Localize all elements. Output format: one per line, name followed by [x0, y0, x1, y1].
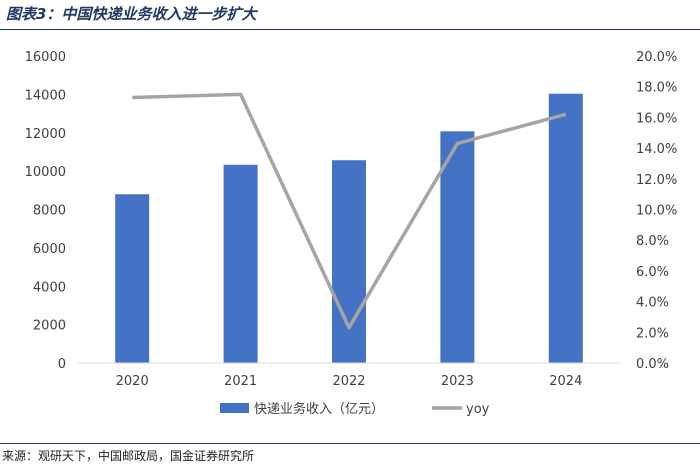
y-right-tick-label: 14.0% [636, 142, 677, 157]
y-right-tick-label: 4.0% [636, 296, 669, 311]
y-left-tick-label: 0 [58, 357, 66, 372]
source-rule [0, 443, 700, 444]
y-right-tick-label: 20.0% [636, 50, 677, 65]
bar-2024 [548, 93, 583, 363]
bar-2020 [115, 194, 150, 363]
y-right-tick-label: 2.0% [636, 326, 669, 341]
y-left-tick-label: 14000 [25, 88, 66, 103]
legend-label-line: yoy [466, 402, 490, 417]
y-left-tick-label: 6000 [33, 242, 66, 257]
x-tick-label: 2020 [116, 374, 149, 389]
bar-2023 [440, 131, 475, 363]
x-tick-label: 2023 [441, 374, 474, 389]
legend-swatch-bar [220, 403, 249, 413]
y-right-tick-label: 16.0% [636, 111, 677, 126]
y-left-tick-label: 12000 [25, 127, 66, 142]
y-right-tick-label: 6.0% [636, 265, 669, 280]
y-left-tick-label: 4000 [33, 280, 66, 295]
bar-2021 [223, 164, 258, 363]
y-left-tick-label: 10000 [25, 165, 66, 180]
y-right-tick-label: 18.0% [636, 81, 677, 96]
source-note: 来源：观研天下，中国邮政局，国金证券研究所 [2, 449, 255, 463]
y-right-tick-label: 12.0% [636, 173, 677, 188]
title-rule [0, 29, 700, 30]
y-right-tick-label: 8.0% [636, 234, 669, 249]
bar-2022 [332, 160, 366, 363]
x-tick-label: 2024 [549, 374, 582, 389]
legend-label-bar: 快递业务收入（亿元） [254, 401, 384, 417]
y-left-tick-label: 16000 [25, 50, 66, 65]
x-tick-label: 2021 [224, 374, 257, 389]
y-right-tick-label: 0.0% [636, 357, 669, 372]
x-tick-label: 2022 [332, 374, 365, 389]
y-left-tick-label: 2000 [33, 319, 66, 334]
y-left-tick-label: 8000 [33, 204, 66, 219]
y-right-tick-label: 10.0% [636, 204, 677, 219]
yoy-line [132, 92, 567, 330]
figure-title: 图表3：中国快递业务收入进一步扩大 [6, 5, 257, 23]
